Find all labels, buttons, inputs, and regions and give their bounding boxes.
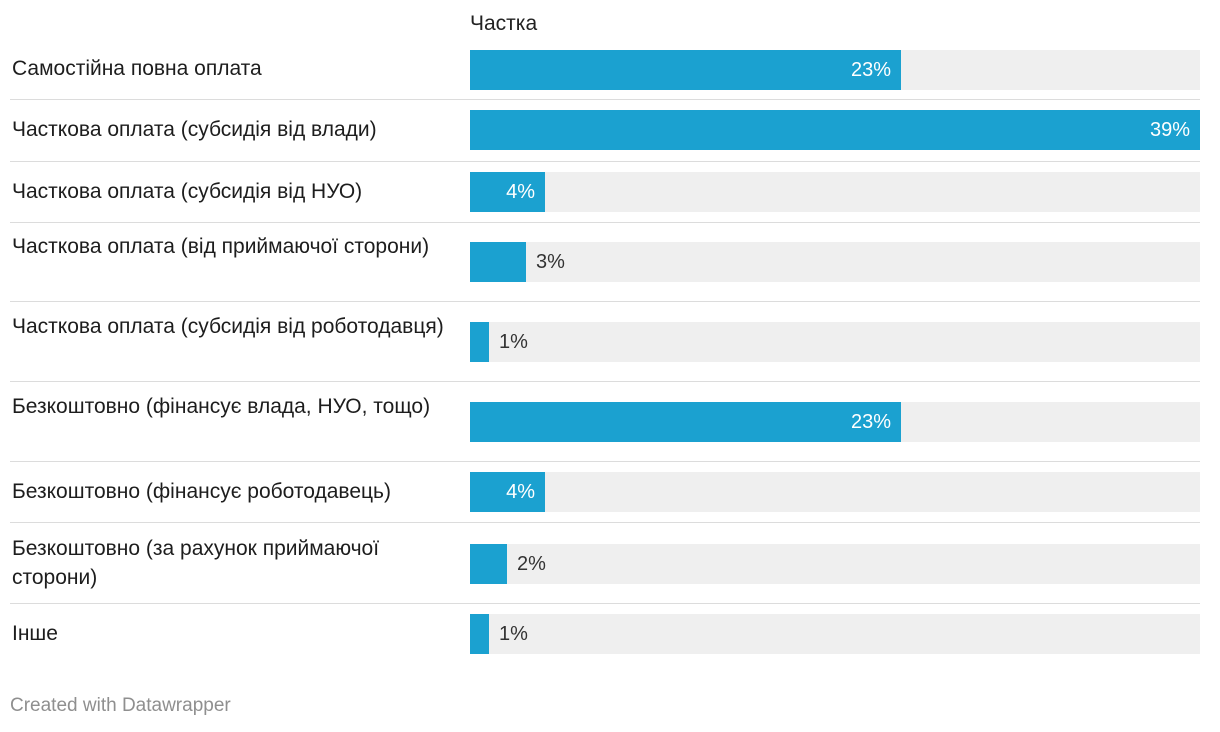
column-header: Частка xyxy=(470,12,538,35)
row-separator xyxy=(10,522,1200,523)
bar-value-label: 3% xyxy=(536,251,565,273)
bar xyxy=(470,472,545,512)
bar xyxy=(470,544,507,584)
category-label: Безкоштовно (фінансує роботодавець) xyxy=(12,480,391,503)
row-separator xyxy=(10,381,1200,382)
footer-credit: Created with Datawrapper xyxy=(10,695,231,716)
bar-value-label: 23% xyxy=(850,59,891,81)
bar-track: 23% xyxy=(470,402,1200,442)
bar-value-label: 4% xyxy=(506,481,535,503)
category-label: Безкоштовно (за рахунок приймаючої сторо… xyxy=(12,537,380,589)
row-separator xyxy=(10,222,1200,223)
bar xyxy=(470,172,545,212)
bar-track: 23% xyxy=(470,50,1200,90)
bar-track: 4% xyxy=(470,472,1200,512)
bar xyxy=(470,402,901,442)
category-label: Самостійна повна оплата xyxy=(12,57,262,80)
bar-track: 1% xyxy=(470,322,1200,362)
bar-track: 1% xyxy=(470,614,1200,654)
bar-value-label: 23% xyxy=(850,411,891,433)
row-separator xyxy=(10,301,1200,302)
category-label: Безкоштовно (фінансує влада, НУО, тощо) xyxy=(12,395,431,418)
bar-value-label: 2% xyxy=(517,553,546,575)
category-label: Часткова оплата (субсидія від роботодавц… xyxy=(12,315,444,338)
bar-track: 3% xyxy=(470,242,1200,282)
bar xyxy=(470,322,489,362)
bar-track: 2% xyxy=(470,544,1200,584)
bar-value-label: 4% xyxy=(506,181,535,203)
bar-value-label: 39% xyxy=(1149,119,1190,141)
category-label: Часткова оплата (від приймаючої сторони) xyxy=(12,235,430,258)
category-label: Часткова оплата (субсидія від НУО) xyxy=(12,180,363,203)
bar xyxy=(470,50,901,90)
bar-value-label: 1% xyxy=(499,623,528,645)
category-label: Інше xyxy=(12,622,58,645)
bar xyxy=(470,242,526,282)
row-separator xyxy=(10,461,1200,462)
row-separator xyxy=(10,99,1200,100)
bar-track: 4% xyxy=(470,172,1200,212)
bar xyxy=(470,614,489,654)
bar-track: 39% xyxy=(470,110,1200,150)
bar-value-label: 1% xyxy=(499,331,528,353)
row-separator xyxy=(10,161,1200,162)
row-separator xyxy=(10,603,1200,604)
category-label: Часткова оплата (субсидія від влади) xyxy=(12,118,377,141)
bar xyxy=(470,110,1200,150)
